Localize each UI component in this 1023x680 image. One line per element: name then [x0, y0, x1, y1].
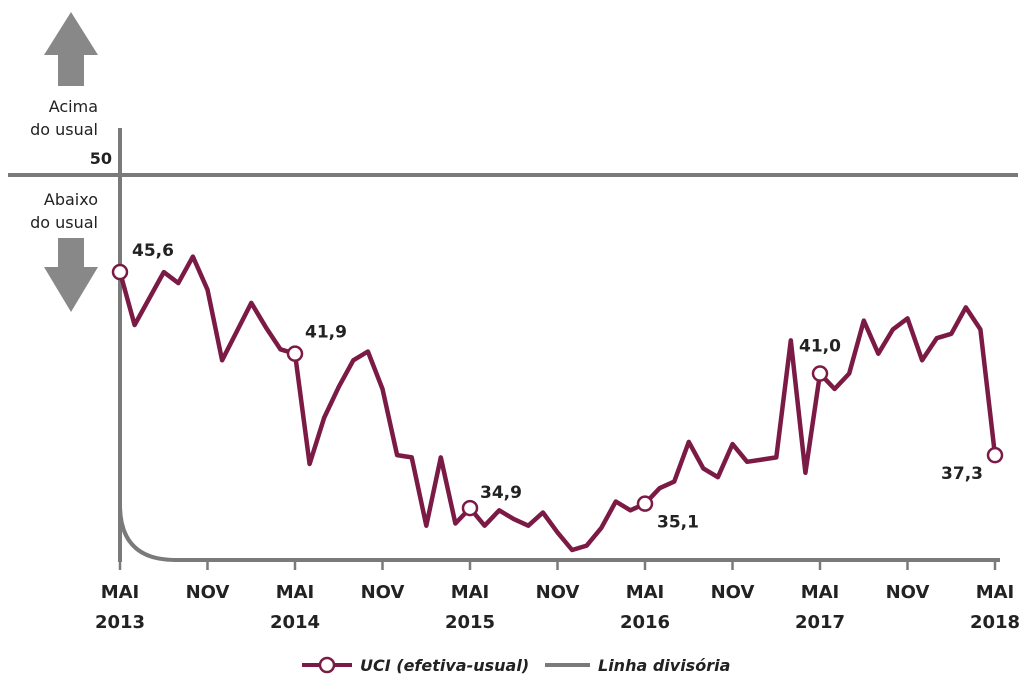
data-point-label: 45,6 — [132, 241, 174, 261]
x-tick-label-month: MAI — [976, 582, 1015, 603]
x-tick-label-year: 2015 — [445, 612, 495, 633]
data-point-label: 41,9 — [305, 323, 347, 343]
x-tick-label-month: MAI — [801, 582, 840, 603]
x-tick-label-year: 2017 — [795, 612, 845, 633]
below-label-line2: do usual — [30, 213, 98, 232]
legend-uci-circle-icon — [318, 656, 336, 674]
data-point-label: 34,9 — [480, 483, 522, 503]
legend-uci-label: UCI (efetiva-usual) — [360, 656, 529, 675]
series-markers — [111, 263, 1004, 517]
x-tick-label-month: MAI — [101, 582, 140, 603]
x-tick-label-year: 2016 — [620, 612, 670, 633]
x-tick-label-year: 2018 — [970, 612, 1020, 633]
arrow-down-icon — [44, 238, 98, 312]
x-tick-label-month: NOV — [536, 582, 580, 603]
x-tick-label-month: NOV — [711, 582, 755, 603]
series-line-uci — [117, 254, 998, 553]
x-tick-label-month: NOV — [186, 582, 230, 603]
x-axis-ticks: MAI 2013 NOV MAI 2014 NOV MAI 2015 NOV MAI 2016 NOV… — [95, 560, 1020, 633]
data-point-marker — [461, 499, 479, 517]
data-point-label: 41,0 — [799, 337, 841, 357]
x-tick-label-year: 2014 — [270, 612, 320, 633]
data-point-label: 35,1 — [657, 513, 699, 533]
data-point-marker — [286, 345, 304, 362]
legend-divider-label: Linha divisória — [598, 656, 730, 675]
legend: UCI (efetiva-usual) Linha divisória — [302, 656, 730, 675]
x-axis-baseline — [118, 504, 1000, 562]
x-tick-label-month: MAI — [276, 582, 315, 603]
threshold-value-label: 50 — [90, 149, 112, 168]
x-tick-label-month: MAI — [626, 582, 665, 603]
arrow-up-icon — [44, 12, 98, 86]
data-labels: 45,6 41,9 34,9 35,1 41,0 37,3 — [132, 241, 983, 533]
below-label-line1: Abaixo — [44, 190, 98, 209]
above-label-line1: Acima — [49, 97, 98, 116]
x-tick-label-year: 2013 — [95, 612, 145, 633]
x-tick-label-month: NOV — [361, 582, 405, 603]
x-tick-label-month: NOV — [886, 582, 930, 603]
data-point-marker — [986, 446, 1004, 464]
data-point-marker — [811, 365, 829, 382]
above-label-line2: do usual — [30, 120, 98, 139]
x-tick-label-month: MAI — [451, 582, 490, 603]
data-point-marker — [111, 263, 129, 281]
data-point-marker — [636, 495, 654, 512]
data-point-label: 37,3 — [941, 464, 983, 484]
